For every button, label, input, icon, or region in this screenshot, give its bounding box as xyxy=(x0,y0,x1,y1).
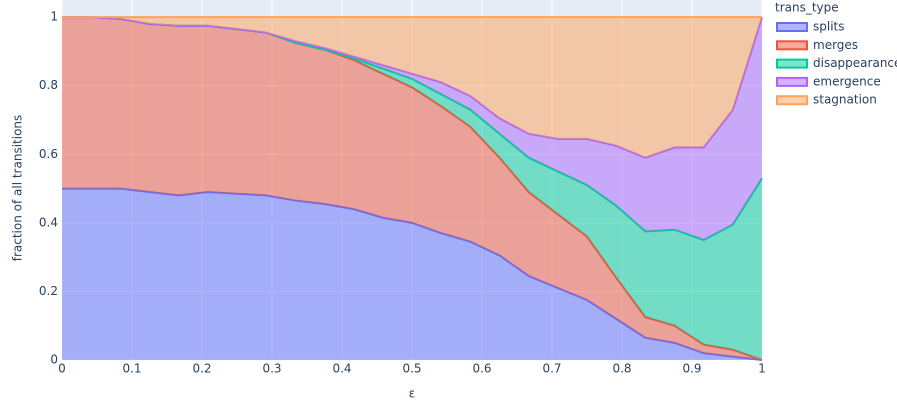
legend-label: splits xyxy=(813,20,845,34)
x-tick-label: 0.3 xyxy=(262,362,281,376)
x-tick-label: 0.7 xyxy=(542,362,561,376)
x-tick-label: 0.9 xyxy=(682,362,701,376)
y-tick-label: 0.4 xyxy=(39,215,58,229)
legend-label: emergence xyxy=(813,74,881,88)
x-tick-label: 0.5 xyxy=(402,362,421,376)
area xyxy=(62,17,762,361)
area xyxy=(62,17,762,361)
x-tick-label: 0.6 xyxy=(472,362,491,376)
x-tick-label: 1 xyxy=(758,362,766,376)
x-axis-title: ε xyxy=(409,387,416,401)
y-tick-label: 0.6 xyxy=(39,147,58,161)
legend-swatch xyxy=(776,58,808,69)
x-tick-label: 0.4 xyxy=(332,362,351,376)
x-tick-label: 0 xyxy=(58,362,66,376)
legend-label: disappearance xyxy=(813,56,897,70)
legend-title: trans_type xyxy=(775,1,839,15)
x-tick-label: 0.2 xyxy=(192,362,211,376)
x-tick-label: 0.1 xyxy=(122,362,141,376)
y-tick-label: 0.8 xyxy=(39,78,58,92)
legend-swatch xyxy=(776,95,808,106)
y-tick-label: 0 xyxy=(50,353,58,367)
legend-swatch xyxy=(776,40,808,51)
y-axis-title: fraction of all transitions xyxy=(11,115,25,262)
legend-swatch xyxy=(776,76,808,87)
legend-swatch xyxy=(776,22,808,32)
area xyxy=(62,17,762,158)
legend-label: merges xyxy=(813,38,858,52)
area xyxy=(62,17,762,241)
y-tick-label: 0.2 xyxy=(39,284,58,298)
x-tick-label: 0.8 xyxy=(612,362,631,376)
y-tick-label: 1 xyxy=(50,10,58,24)
legend-label: stagnation xyxy=(813,93,877,107)
area xyxy=(62,188,762,360)
